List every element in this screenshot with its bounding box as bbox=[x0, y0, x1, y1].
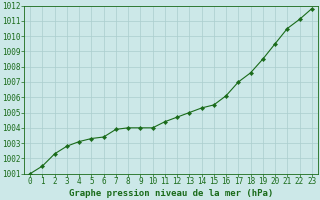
X-axis label: Graphe pression niveau de la mer (hPa): Graphe pression niveau de la mer (hPa) bbox=[69, 189, 273, 198]
